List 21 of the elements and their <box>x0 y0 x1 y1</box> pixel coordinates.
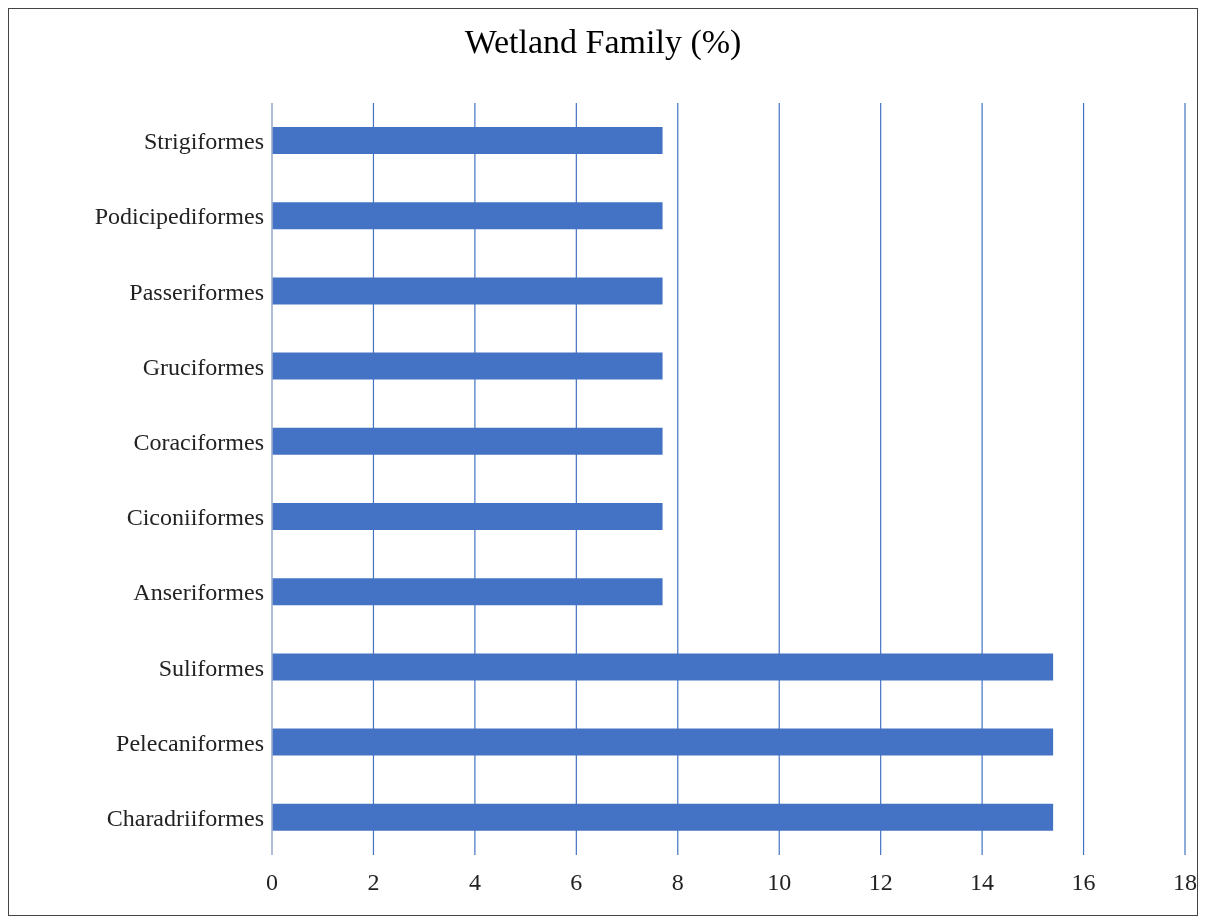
x-tick-label: 6 <box>570 869 583 896</box>
y-tick-label: Ciconiiformes <box>126 504 264 531</box>
y-tick-label: Charadriiformes <box>106 804 264 831</box>
chart-title: Wetland Family (%) <box>463 23 743 62</box>
x-tick-label: 8 <box>671 869 684 896</box>
y-tick-label: Passeriformes <box>129 278 264 305</box>
x-tick-label: 16 <box>1071 869 1096 896</box>
y-tick-label: Strigiformes <box>144 128 264 155</box>
x-tick-label: 14 <box>970 869 995 896</box>
y-tick-label: Suliformes <box>158 654 264 681</box>
x-tick-label: 2 <box>367 869 380 896</box>
y-tick-label: Podicipediformes <box>94 203 264 230</box>
x-tick-label: 10 <box>767 869 792 896</box>
x-tick-label: 0 <box>266 869 278 896</box>
y-tick-label: Anseriformes <box>133 579 264 606</box>
y-tick-label: Gruciformes <box>142 353 264 380</box>
y-tick-label: Coraciformes <box>133 428 264 455</box>
x-tick-label: 4 <box>468 869 481 896</box>
x-tick-label: 12 <box>868 869 893 896</box>
y-tick-label: Pelecaniformes <box>116 729 264 756</box>
x-tick-label: 18 <box>1173 869 1197 896</box>
